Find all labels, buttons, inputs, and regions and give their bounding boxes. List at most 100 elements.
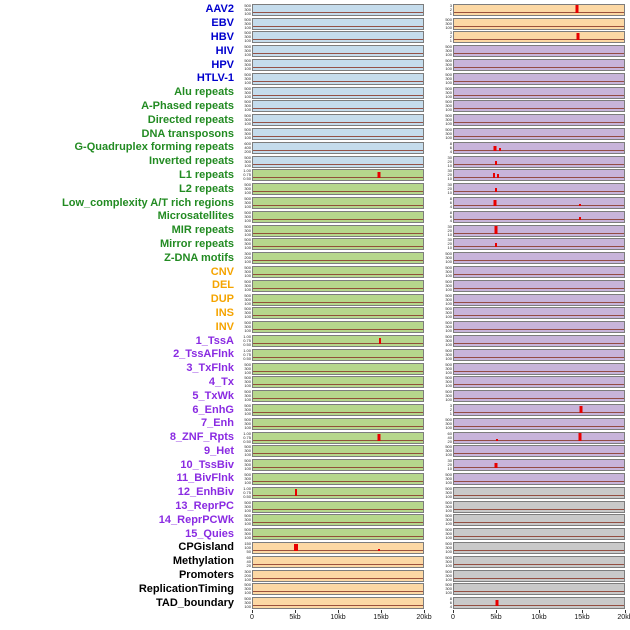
y-tick-label: 300 bbox=[244, 531, 251, 537]
y-tick-label: 300 bbox=[244, 503, 251, 509]
column-gap bbox=[424, 465, 436, 466]
signal-baseline bbox=[454, 136, 624, 138]
y-axis-ticks: 500 300 100 bbox=[235, 31, 252, 43]
y-axis-ticks: 500 300 100 bbox=[436, 114, 453, 126]
column-gap bbox=[424, 451, 436, 452]
y-tick-label: 100 bbox=[244, 66, 251, 72]
y-tick-label: 6 bbox=[449, 600, 452, 606]
x-axis-tick bbox=[496, 610, 497, 614]
signal-baseline bbox=[454, 315, 624, 317]
signal-spike bbox=[377, 434, 381, 441]
y-tick-label: 0.75 bbox=[243, 172, 251, 178]
column-gap bbox=[424, 216, 436, 217]
y-axis-ticks: 8642 bbox=[436, 597, 453, 609]
x-axis-tick bbox=[381, 610, 382, 614]
y-axis-ticks: 500 300 100 bbox=[235, 445, 252, 457]
signal-baseline bbox=[454, 356, 624, 358]
y-tick-label: 300 bbox=[445, 103, 452, 109]
y-tick-label: 500 bbox=[445, 472, 452, 477]
track-panel-left bbox=[252, 362, 424, 375]
x-axis-tick-label: 10kb bbox=[531, 614, 547, 622]
track-panel-right bbox=[453, 500, 625, 513]
column-gap bbox=[424, 547, 436, 548]
y-tick-label: 100 bbox=[445, 273, 452, 279]
y-axis-ticks: 8642 bbox=[436, 197, 453, 209]
column-gap bbox=[424, 478, 436, 479]
y-axis-ticks: 500 300 100 bbox=[235, 100, 252, 112]
row-label: Inverted repeats bbox=[149, 155, 234, 168]
column-gap bbox=[424, 534, 436, 535]
y-tick-label: 300 bbox=[244, 324, 251, 330]
column-gap bbox=[424, 520, 436, 521]
y-tick-label: 100 bbox=[445, 369, 452, 375]
y-tick-label: 500 bbox=[445, 445, 452, 450]
signal-baseline bbox=[454, 163, 624, 165]
signal-spike bbox=[578, 203, 581, 207]
y-tick-label: 300 bbox=[244, 75, 251, 81]
signal-baseline bbox=[253, 301, 423, 303]
y-tick-label: 300 bbox=[445, 365, 452, 371]
signal-baseline bbox=[253, 11, 423, 13]
row-label: 15_Quies bbox=[185, 527, 234, 540]
y-tick-label: 100 bbox=[445, 135, 452, 141]
track-panel-right bbox=[453, 335, 625, 348]
track-panel-right bbox=[453, 86, 625, 99]
track-row: 14_ReprPCWk 500 300 100 500 300 100 bbox=[8, 513, 630, 527]
track-panel-left bbox=[252, 404, 424, 416]
y-tick-label: 500 bbox=[445, 555, 452, 560]
y-tick-label: 1 bbox=[449, 38, 452, 44]
track-panel-right bbox=[453, 431, 625, 444]
y-tick-label: 0.50 bbox=[243, 355, 251, 361]
y-tick-label: 300 bbox=[244, 117, 251, 123]
signal-baseline bbox=[253, 591, 423, 593]
y-axis-ticks: 30 20 10 bbox=[436, 238, 453, 250]
y-axis-ticks: 500 300 100 bbox=[436, 321, 453, 333]
y-axis-ticks: 60 40 20 bbox=[436, 432, 453, 444]
signal-baseline bbox=[454, 274, 624, 276]
y-tick-label: 300 bbox=[445, 420, 452, 426]
track-panel-right bbox=[453, 486, 625, 499]
row-label: 6_EnhG bbox=[192, 403, 234, 416]
y-tick-label: 300 bbox=[445, 255, 452, 261]
y-tick-label: 300 bbox=[445, 572, 452, 578]
y-tick-label: 300 bbox=[445, 379, 452, 385]
signal-baseline bbox=[454, 453, 624, 455]
y-tick-label: 3 bbox=[449, 404, 452, 408]
row-label: Methylation bbox=[172, 555, 234, 568]
row-label: Low_complexity A/T rich regions bbox=[62, 196, 234, 209]
signal-baseline bbox=[253, 177, 423, 179]
track-panel-right bbox=[453, 293, 625, 306]
signal-baseline bbox=[454, 53, 624, 55]
y-tick-label: 300 bbox=[445, 310, 452, 316]
y-tick-label: 100 bbox=[445, 286, 452, 292]
signal-baseline bbox=[454, 329, 624, 331]
track-panel-left bbox=[252, 514, 424, 527]
row-label: DEL bbox=[212, 279, 234, 292]
y-tick-label: 100 bbox=[244, 544, 251, 550]
track-panel-left bbox=[252, 541, 424, 554]
signal-baseline bbox=[253, 398, 423, 400]
y-axis-ticks: 300 200 100 bbox=[235, 570, 252, 582]
y-tick-label: 100 bbox=[244, 107, 251, 113]
x-axis-tick-label: 20kb bbox=[416, 614, 432, 622]
signal-spike bbox=[493, 199, 497, 207]
track-panel-right bbox=[453, 100, 625, 113]
y-tick-label: 0.50 bbox=[243, 438, 251, 444]
y-tick-label: 500 bbox=[244, 224, 251, 229]
x-axis-tick bbox=[252, 610, 253, 614]
y-tick-label: 300 bbox=[445, 489, 452, 495]
row-label: Alu repeats bbox=[174, 86, 234, 99]
column-gap bbox=[424, 92, 436, 93]
signal-baseline bbox=[454, 536, 624, 538]
y-tick-label: 8 bbox=[449, 210, 452, 215]
signal-baseline bbox=[253, 563, 423, 565]
y-tick-label: 100 bbox=[244, 245, 251, 251]
y-tick-label: 6 bbox=[449, 144, 452, 150]
track-panel-right bbox=[453, 266, 625, 279]
track-panel-left bbox=[252, 183, 424, 196]
track-panel-right bbox=[453, 583, 625, 596]
row-label: ReplicationTiming bbox=[138, 582, 234, 595]
column-gap bbox=[424, 396, 436, 397]
y-axis-ticks: 150 100 50 bbox=[235, 542, 252, 554]
track-panel-left bbox=[252, 335, 424, 348]
